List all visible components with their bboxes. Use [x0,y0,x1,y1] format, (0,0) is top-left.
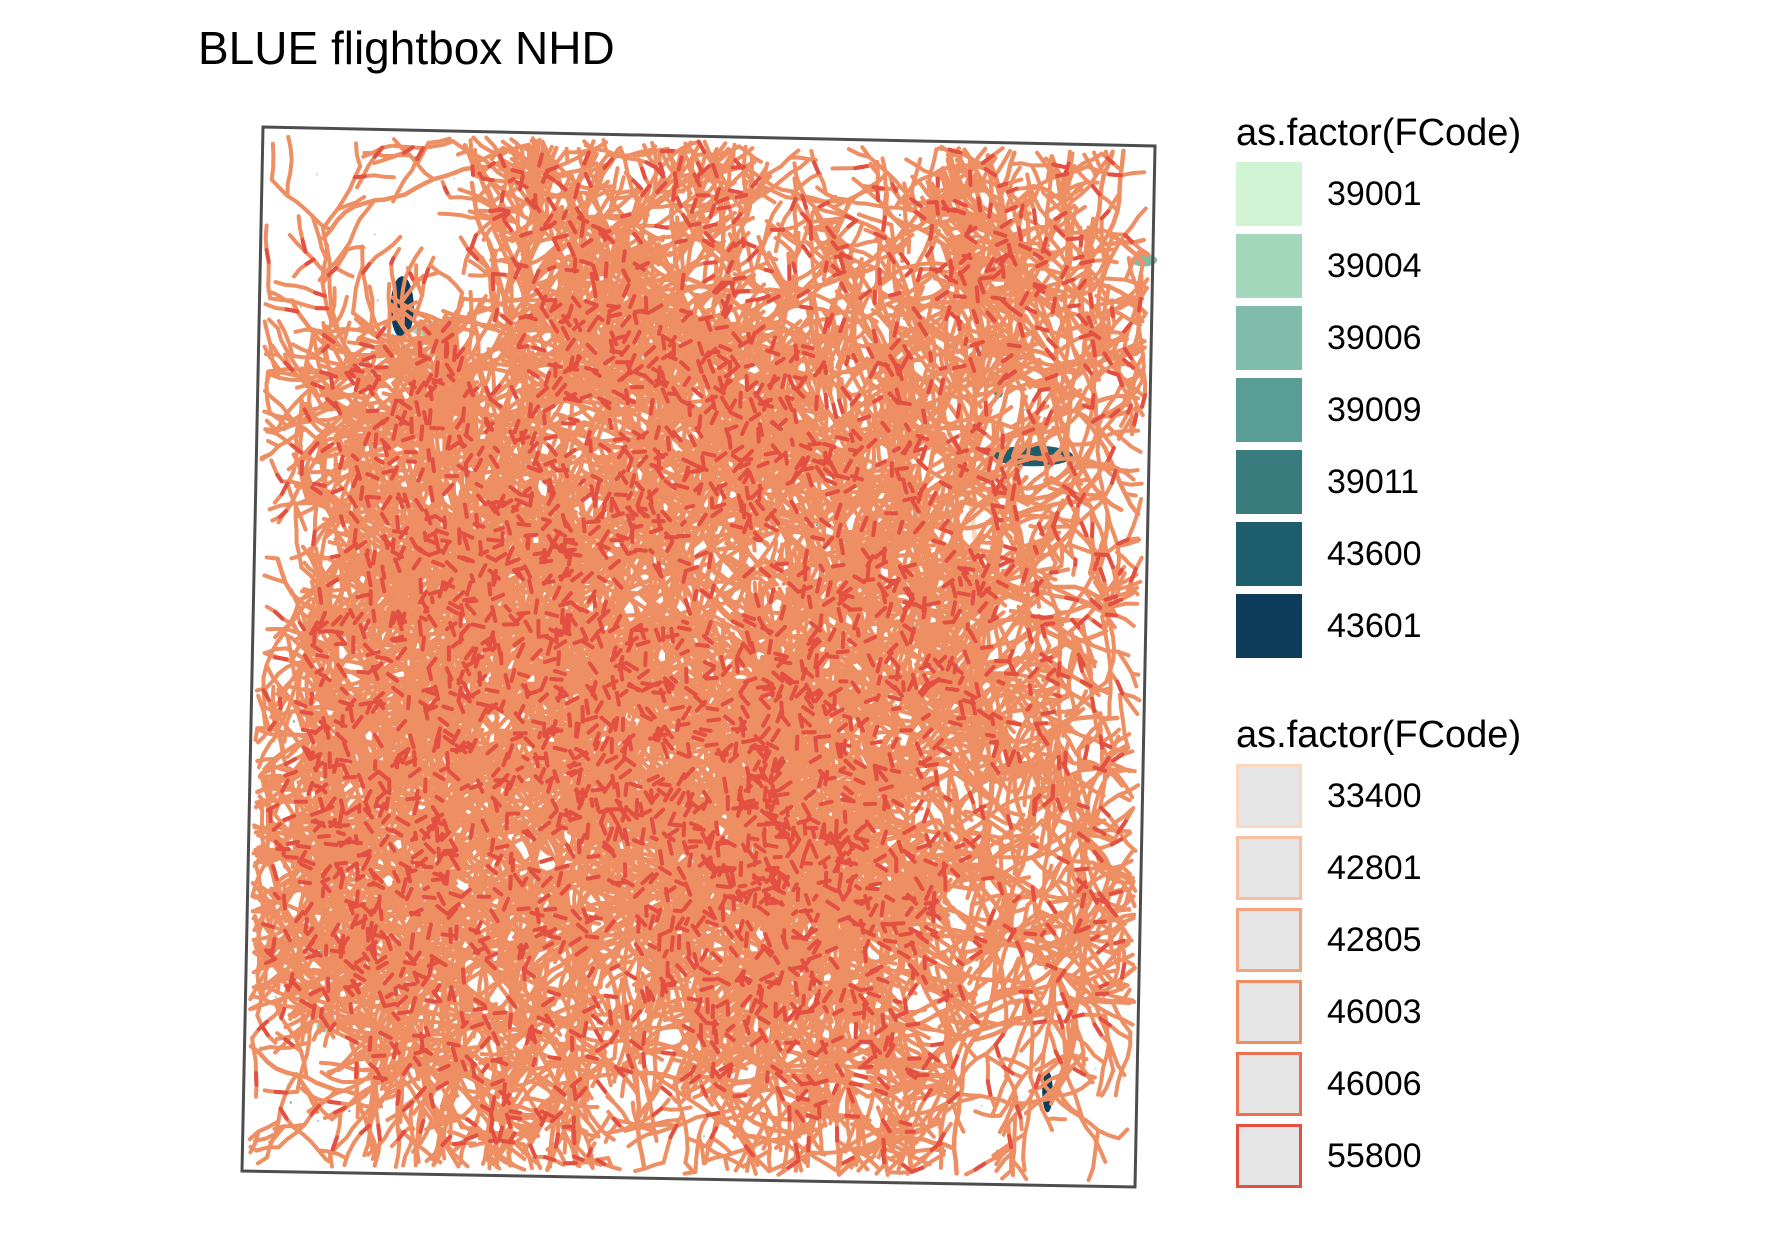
pond-dot [1094,1067,1097,1070]
stream-segment [1114,980,1129,987]
stream-segment [269,141,276,182]
pond-dot [592,1150,595,1153]
stream-segment [762,1043,769,1077]
stream-segment [1086,1128,1101,1183]
stream-segment [334,294,349,325]
pond-dot [815,524,818,526]
stream-segment [1056,1087,1083,1117]
stream-segment [1060,929,1072,946]
stream-segment [696,1134,706,1166]
stream-segment [943,1093,983,1114]
stream-segment [285,134,294,198]
stream-segment [259,451,273,460]
page-title: BLUE flightbox NHD [198,22,615,74]
stream-segment [398,1070,405,1125]
pond-dot [316,1119,319,1122]
stream-segment [683,1160,696,1174]
pond-dot [980,1104,983,1107]
stream-segment [963,946,981,954]
stream-segment [722,1154,730,1171]
stream-segment [1117,692,1131,750]
pond-dot [299,305,302,308]
stream-segment [399,1107,416,1132]
stream-segment [420,991,448,1103]
stream-segment [619,977,627,1029]
stream-segment [1113,1030,1133,1098]
stream-segment [268,296,295,303]
stream-segment [594,940,619,953]
stream-segment [386,281,392,351]
pond-dot [348,1110,351,1112]
stream-segment [401,1136,415,1168]
pond-dot [899,213,901,216]
stream-segment [1116,792,1132,803]
stream-segment [495,1152,527,1172]
stream-segment [1045,1116,1067,1122]
pond-dot [703,1135,705,1138]
pond-dot [376,299,379,302]
stream-segment [1012,1096,1053,1106]
stream-segment [1030,855,1070,903]
stream-segment [266,439,281,449]
stream-segment [659,1105,693,1112]
pond-dot [895,703,897,706]
pond-dot [611,420,614,423]
stream-segment [333,452,338,482]
stream-segment [294,1072,334,1122]
stream-segment [1116,1127,1130,1141]
pond-dot [453,177,456,180]
stream-segment [1078,1114,1108,1164]
pond-dot [302,715,305,718]
pond-dot [289,1101,292,1104]
stream-segment [1081,974,1087,995]
pond-dot [316,173,318,176]
stream-segment [1125,497,1143,542]
pond-dot [293,720,295,723]
stream-segment [354,141,363,169]
pond-dot [689,981,692,984]
stream-segment [1023,1050,1086,1116]
stream-segment [1034,1051,1074,1072]
pond-dot [1023,408,1026,411]
stream-segment [1009,1157,1029,1182]
stream-segment [710,1136,733,1155]
stream-segment [335,979,342,1034]
stream-segment [1099,1068,1116,1098]
stream-segment [320,165,477,241]
pond-dot [387,646,390,649]
stream-segment [1002,1056,1032,1072]
pond-dot [373,233,376,236]
stream-segment [1096,1040,1111,1097]
stream-segment [633,1160,666,1173]
stream-segment [845,1087,852,1140]
pond-dot [274,995,277,998]
stream-segment [1000,1168,1013,1181]
stream-segment [267,317,280,331]
stream-segment [1119,864,1132,876]
pond-dot [319,950,322,953]
pond-dot [563,851,566,854]
stream-segment [623,1122,680,1133]
pond-dot [1052,1027,1055,1030]
stream-segment [258,1040,312,1051]
stream-segment [253,726,260,742]
stream-segment [1039,734,1121,897]
stream-segment [264,646,289,655]
stream-segment [973,1109,1003,1118]
stream-segment [618,930,656,975]
pond-dot [414,156,417,159]
stream-segment [1022,751,1044,808]
stream-segment [1084,997,1135,1027]
stream-segment [334,266,355,279]
stream-segment [383,1092,399,1101]
